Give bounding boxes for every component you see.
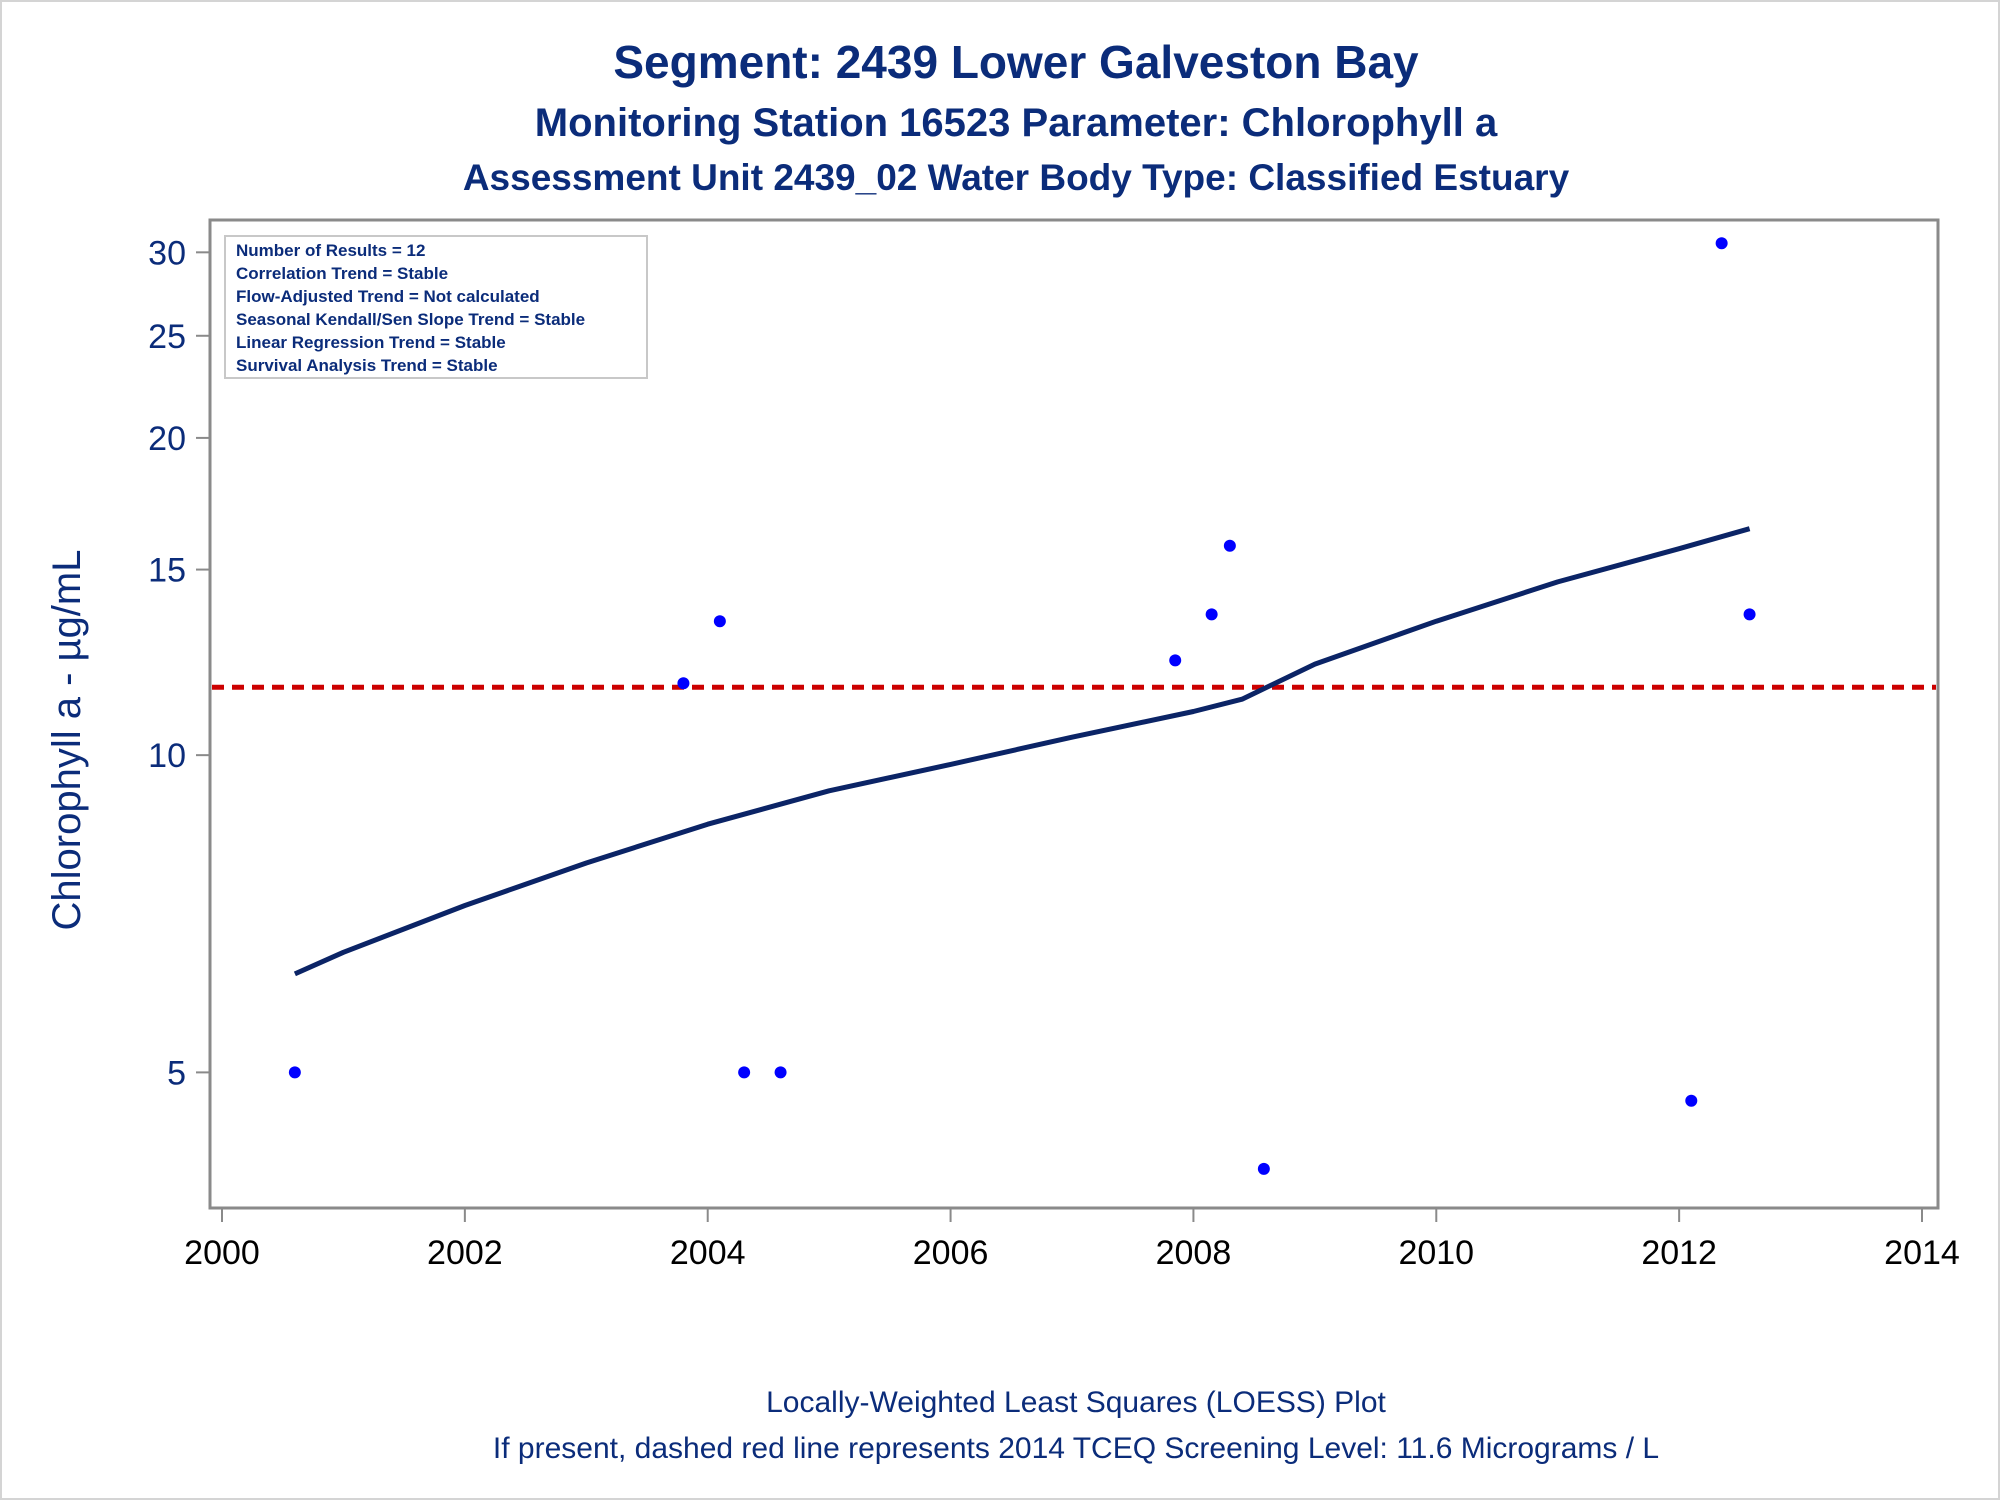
x-tick-label: 2010 xyxy=(1398,1234,1474,1272)
x-axis: 2000 2002 2004 2006 2008 2010 2012 2014 xyxy=(184,1208,1960,1272)
info-line-flow-adjusted: Flow-Adjusted Trend = Not calculated xyxy=(236,287,540,306)
info-line-results: Number of Results = 12 xyxy=(236,241,425,260)
footnote-loess: Locally-Weighted Least Squares (LOESS) P… xyxy=(766,1386,1386,1419)
data-point xyxy=(713,615,726,628)
data-point xyxy=(1169,654,1182,667)
info-box: Number of Results = 12 Correlation Trend… xyxy=(224,235,648,379)
x-tick-label: 2006 xyxy=(913,1234,989,1272)
data-point xyxy=(1223,539,1236,552)
x-tick-label: 2014 xyxy=(1884,1234,1960,1272)
data-point xyxy=(677,677,690,690)
y-tick-label: 30 xyxy=(148,234,186,272)
data-point xyxy=(1205,608,1218,621)
data-point xyxy=(1257,1162,1270,1175)
y-tick-label: 5 xyxy=(167,1054,186,1092)
data-point xyxy=(1743,608,1756,621)
data-point xyxy=(1715,237,1728,250)
y-tick-label: 15 xyxy=(148,552,186,590)
x-tick-label: 2000 xyxy=(184,1234,260,1272)
chart-title: Segment: 2439 Lower Galveston Bay xyxy=(613,36,1419,88)
data-point xyxy=(774,1066,787,1079)
y-tick-label: 20 xyxy=(148,420,186,458)
loess-line xyxy=(293,526,1751,977)
x-tick-label: 2002 xyxy=(427,1234,503,1272)
loess-group xyxy=(293,526,1751,977)
info-line-correlation: Correlation Trend = Stable xyxy=(236,264,448,283)
data-point xyxy=(1685,1094,1698,1107)
data-point xyxy=(738,1066,751,1079)
y-tick-label: 10 xyxy=(148,737,186,775)
x-tick-label: 2004 xyxy=(670,1234,746,1272)
chart-subtitle-2: Assessment Unit 2439_02 Water Body Type:… xyxy=(463,157,1570,198)
x-tick-label: 2008 xyxy=(1156,1234,1232,1272)
points-group xyxy=(288,237,1756,1175)
y-axis: 5 10 15 20 25 30 xyxy=(148,234,210,1092)
footnote-screening: If present, dashed red line represents 2… xyxy=(493,1432,1659,1465)
y-tick-label: 25 xyxy=(148,318,186,356)
y-axis-label: Chlorophyll a - µg/mL xyxy=(45,550,89,931)
info-line-seasonal-kendall: Seasonal Kendall/Sen Slope Trend = Stabl… xyxy=(236,310,585,329)
data-point xyxy=(288,1066,301,1079)
chart-subtitle: Monitoring Station 16523 Parameter: Chlo… xyxy=(535,101,1498,145)
x-tick-label: 2012 xyxy=(1641,1234,1717,1272)
plot-area xyxy=(208,218,1940,1210)
info-box-border xyxy=(224,235,648,379)
info-line-survival-analysis: Survival Analysis Trend = Stable xyxy=(236,356,498,375)
info-line-linear-regression: Linear Regression Trend = Stable xyxy=(236,333,506,352)
